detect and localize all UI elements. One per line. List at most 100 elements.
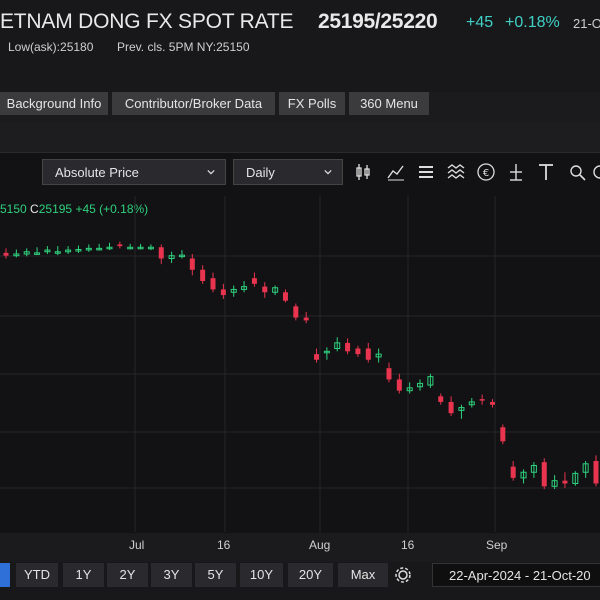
candle-body — [44, 249, 51, 253]
chevron-down-icon — [324, 169, 332, 175]
range-max-button[interactable]: Max — [338, 563, 388, 587]
previous-close: Prev. cls. 5PM NY:25150 — [117, 40, 250, 54]
close-label: C — [30, 202, 39, 216]
candle-body — [210, 278, 216, 290]
price-type-label: Absolute Price — [55, 165, 139, 180]
candle-body — [293, 306, 299, 318]
text-icon[interactable] — [536, 161, 556, 183]
candle-body — [3, 252, 9, 256]
range-2y-button[interactable]: 2Y — [107, 563, 148, 587]
tab-bar: Background Info Contributor/Broker Data … — [0, 92, 600, 120]
candle-body — [96, 247, 103, 251]
candle-body — [510, 466, 516, 478]
candle-series — [3, 241, 599, 490]
candle-body — [365, 348, 371, 360]
candle-body — [106, 246, 113, 250]
candle-body — [541, 462, 547, 487]
range-3y-button[interactable]: 3Y — [151, 563, 192, 587]
ohlc-readout: 5150 C25195 +45 (+0.18%) — [0, 202, 148, 216]
svg-text:€: € — [483, 168, 489, 179]
candle-body — [200, 269, 206, 281]
candle-body — [386, 368, 392, 380]
candle-body — [251, 278, 257, 284]
low-ask: Low(ask):25180 — [8, 40, 94, 54]
gear-icon[interactable] — [393, 565, 413, 585]
candle-body — [23, 251, 30, 255]
range-20y-button[interactable]: 20Y — [288, 563, 333, 587]
quote-header — [0, 0, 600, 92]
chevron-down-icon — [207, 169, 215, 175]
candle-body — [54, 251, 61, 254]
candle-body — [375, 353, 382, 358]
candle-body — [241, 286, 248, 290]
candle-body — [468, 401, 475, 406]
date-range-field[interactable]: 22-Apr-2024 - 21-Oct-20 — [432, 563, 600, 587]
candle-body — [489, 401, 495, 405]
chart-grid — [0, 196, 600, 532]
range-5y-button[interactable]: 5Y — [195, 563, 236, 587]
candle-body — [158, 247, 164, 259]
close-delta: +45 (+0.18%) — [75, 202, 149, 216]
euro-icon[interactable]: € — [476, 161, 496, 183]
price-type-select[interactable]: Absolute Price — [42, 159, 226, 185]
candle-body — [137, 246, 144, 250]
candle-body — [189, 258, 195, 270]
candle-body — [323, 350, 330, 354]
candle-body — [593, 461, 599, 484]
candle-body — [220, 289, 226, 296]
line-chart-icon[interactable] — [386, 161, 406, 183]
toolbar-band — [0, 122, 600, 152]
tab-fx-polls[interactable]: FX Polls — [279, 92, 345, 115]
candle-body — [262, 286, 268, 293]
interval-label: Daily — [246, 165, 275, 180]
candle-body — [572, 472, 579, 484]
x-tick-label: Aug — [309, 538, 331, 552]
candle-body — [396, 379, 402, 391]
range-10y-button[interactable]: 10Y — [240, 563, 283, 587]
candle-body — [345, 342, 351, 352]
range-ytd-button[interactable]: YTD — [16, 563, 58, 587]
candlestick-icon[interactable] — [354, 161, 374, 183]
candle-body — [427, 376, 434, 386]
candle-body — [85, 247, 92, 251]
tab-360-menu[interactable]: 360 Menu — [349, 92, 429, 115]
tab-background-info[interactable]: Background Info — [0, 92, 108, 115]
crosshair-icon[interactable] — [506, 161, 526, 183]
candle-body — [147, 246, 154, 250]
list-icon[interactable] — [416, 161, 436, 183]
candle-body — [314, 354, 320, 360]
settings-icon[interactable] — [590, 161, 600, 183]
candle-body — [178, 254, 185, 258]
x-tick-label: Jul — [129, 538, 145, 552]
ohlc-prefix: 5150 — [0, 202, 27, 216]
candle-body — [458, 407, 465, 411]
tab-contributor-broker-data[interactable]: Contributor/Broker Data — [112, 92, 275, 115]
candle-body — [168, 255, 175, 259]
instrument-title: ETNAM DONG FX SPOT RATE — [0, 10, 294, 33]
candlestick-chart[interactable] — [0, 196, 600, 532]
range-1y-button[interactable]: 1Y — [63, 563, 104, 587]
waves-icon[interactable] — [446, 161, 466, 183]
range-selected-indicator[interactable] — [0, 563, 10, 587]
bid-ask-rate: 25195/25220 — [318, 10, 438, 33]
interval-select[interactable]: Daily — [233, 159, 343, 185]
candle-body — [355, 348, 361, 355]
candle-body — [530, 465, 537, 473]
candle-body — [520, 471, 527, 479]
candle-body — [13, 253, 20, 257]
candle-body — [282, 292, 288, 301]
candle-body — [438, 396, 444, 402]
close-value: 25195 — [38, 202, 73, 216]
candle-body — [562, 480, 568, 484]
x-tick-label: Sep — [486, 538, 508, 552]
quote-date: 21-O — [573, 16, 600, 31]
percent-change: +0.18% — [505, 14, 560, 31]
candle-body — [65, 249, 72, 253]
candle-body — [127, 246, 134, 250]
candle-body — [75, 249, 82, 252]
zoom-icon[interactable] — [568, 161, 588, 183]
x-tick-label: 16 — [217, 538, 231, 552]
x-tick-label: 16 — [401, 538, 415, 552]
candle-body — [551, 480, 558, 487]
net-change: +45 — [466, 14, 494, 31]
